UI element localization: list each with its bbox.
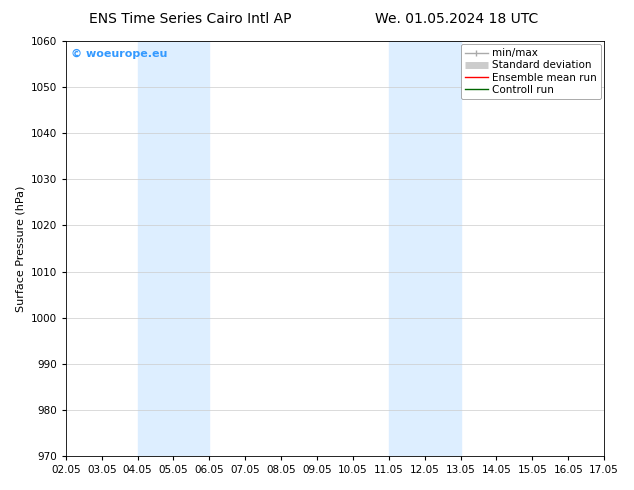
Bar <box>138 41 209 456</box>
Bar <box>389 41 460 456</box>
Legend: min/max, Standard deviation, Ensemble mean run, Controll run: min/max, Standard deviation, Ensemble me… <box>461 44 601 99</box>
Text: © woeurope.eu: © woeurope.eu <box>71 49 167 59</box>
Text: We. 01.05.2024 18 UTC: We. 01.05.2024 18 UTC <box>375 12 538 26</box>
Text: ENS Time Series Cairo Intl AP: ENS Time Series Cairo Intl AP <box>89 12 292 26</box>
Y-axis label: Surface Pressure (hPa): Surface Pressure (hPa) <box>15 185 25 312</box>
